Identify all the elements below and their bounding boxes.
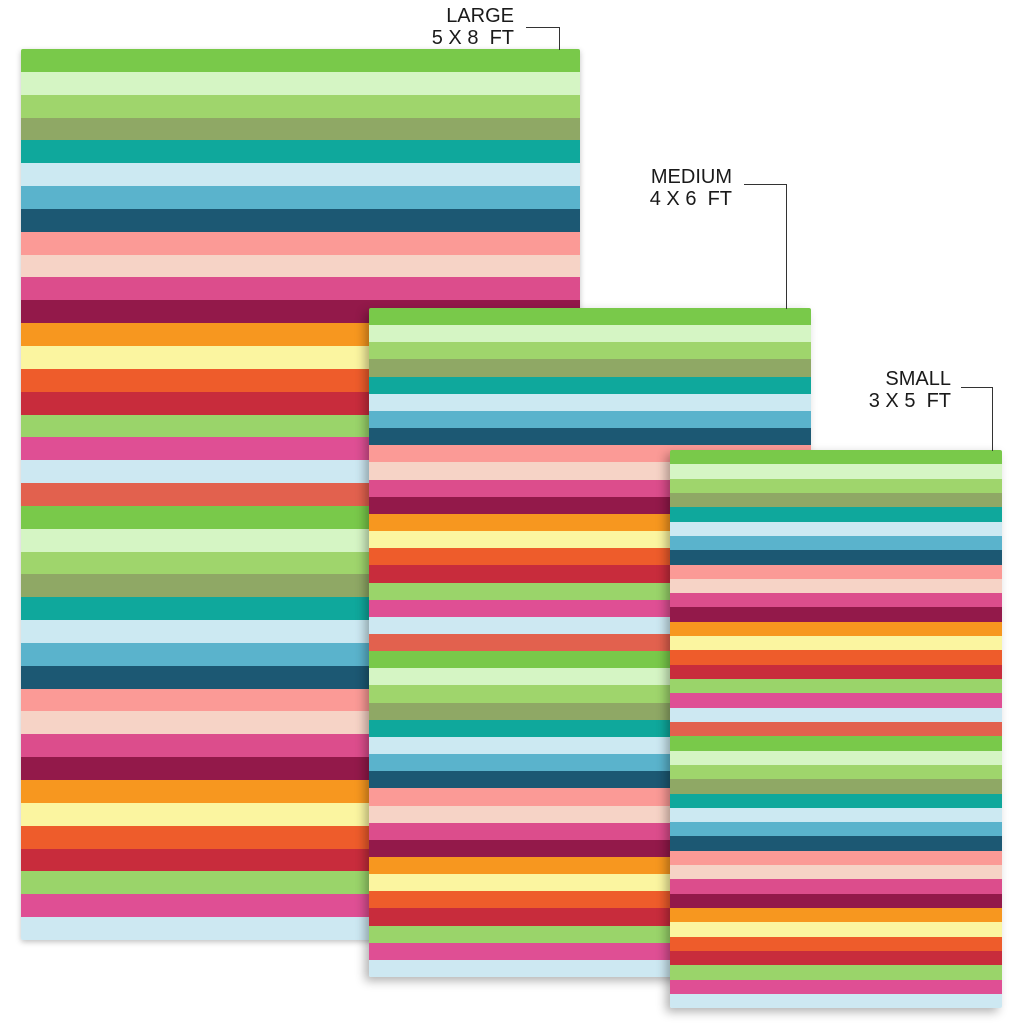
rug-stripe — [369, 393, 811, 411]
rug-stripe — [369, 410, 811, 429]
rug-stripe — [21, 94, 580, 118]
size-label-large: LARGE 5 X 8 FT — [432, 5, 514, 49]
leader-line-medium — [744, 184, 787, 309]
size-dims-medium: 4 X 6 FT — [649, 188, 732, 210]
rug-stripe — [369, 342, 811, 360]
rug-stripe — [670, 922, 1002, 937]
rug-stripe — [670, 807, 1002, 823]
rug-stripe — [670, 578, 1002, 594]
rug-stripe — [670, 450, 1002, 465]
rug-stripe — [21, 140, 580, 164]
rug-large — [21, 49, 580, 940]
rug-stripe — [670, 636, 1002, 651]
size-label-small: SMALL 3 X 5 FT — [869, 368, 951, 412]
rug-stripe — [670, 507, 1002, 522]
rug-stripe — [670, 764, 1002, 780]
rug-stripe — [670, 693, 1002, 708]
rug-stripe — [21, 117, 580, 141]
rug-stripe — [369, 308, 811, 326]
rug-stripe — [670, 593, 1002, 608]
rug-stripe — [670, 664, 1002, 679]
rug-stripe — [369, 376, 811, 394]
rug-stripe — [670, 993, 1002, 1008]
rug-stripe — [670, 779, 1002, 794]
rug-stripe — [670, 621, 1002, 637]
rug-stripe — [670, 650, 1002, 665]
rug-stripe — [670, 736, 1002, 751]
rug-stripe — [670, 679, 1002, 694]
rug-stripe — [21, 231, 580, 255]
rug-stripe — [670, 750, 1002, 765]
rug-stripe — [369, 359, 811, 377]
size-dims-small: 3 X 5 FT — [868, 390, 951, 412]
size-name-medium: MEDIUM — [650, 166, 732, 188]
size-label-medium: MEDIUM 4 X 6 FT — [650, 166, 732, 210]
size-name-small: SMALL — [885, 368, 951, 390]
rug-stripe — [670, 535, 1002, 551]
rug-stripe — [670, 721, 1002, 737]
leader-line-small — [961, 387, 993, 451]
rug-stripe — [670, 950, 1002, 966]
rug-stripe — [670, 965, 1002, 980]
rug-stripe — [670, 521, 1002, 536]
rug-stripe — [670, 607, 1002, 622]
rug-stripe — [21, 186, 580, 209]
rug-stripe — [670, 850, 1002, 866]
rug-stripe — [670, 564, 1002, 579]
rug-stripe — [670, 464, 1002, 479]
rug-stripe — [670, 707, 1002, 722]
rug-stripe — [21, 277, 580, 301]
rug-stripe — [21, 208, 580, 232]
rug-stripe — [670, 908, 1002, 923]
rug-stripe — [21, 71, 580, 95]
rug-stripe — [21, 254, 580, 278]
rug-stripe — [670, 478, 1002, 493]
size-dims-large: 5 X 8 FT — [431, 27, 514, 49]
rug-stripe — [369, 428, 811, 446]
size-name-large: LARGE — [446, 5, 514, 27]
rug-stripe — [670, 836, 1002, 851]
rug-stripe — [670, 793, 1002, 808]
rug-small — [670, 450, 1002, 1008]
rug-stripe — [670, 936, 1002, 951]
rug-stripe — [21, 163, 580, 187]
rug-stripe — [670, 893, 1002, 908]
rug-stripe — [670, 822, 1002, 837]
rug-stripe — [670, 550, 1002, 565]
rug-stripe — [670, 979, 1002, 994]
rug-stripe — [670, 865, 1002, 880]
rug-stripe — [670, 492, 1002, 508]
leader-line-large — [526, 27, 560, 50]
rug-stripe — [369, 325, 811, 343]
rug-stripe — [21, 49, 580, 72]
rug-stripe — [670, 879, 1002, 894]
